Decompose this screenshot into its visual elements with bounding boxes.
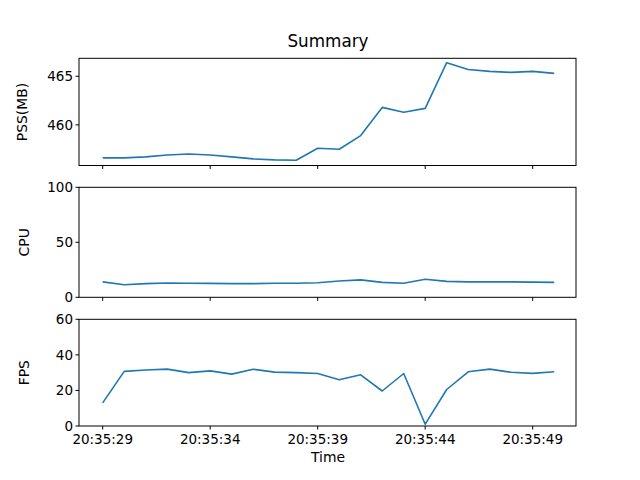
- subplot-fps: 60 40 20 0 FPS: [16, 311, 576, 434]
- x-axis-labels: 20:35:29 20:35:34 20:35:39 20:35:44 20:3…: [72, 431, 563, 465]
- fps-ytick-60: 60: [56, 311, 73, 327]
- matplotlib-figure: Summary 465 460 PSS(MB) 100 50 0 CPU 60 …: [0, 0, 640, 480]
- cpu-axes-frame: [79, 187, 576, 297]
- pss-ytick-460: 460: [47, 117, 73, 133]
- fps-ytick-20: 20: [56, 382, 73, 398]
- pss-ylabel: PSS(MB): [14, 83, 30, 141]
- cpu-ylabel: CPU: [16, 228, 32, 256]
- subplot-pss: 465 460 PSS(MB): [14, 58, 576, 169]
- summary-chart: Summary 465 460 PSS(MB) 100 50 0 CPU 60 …: [0, 0, 640, 480]
- xtick-20-35-44: 20:35:44: [395, 431, 456, 447]
- cpu-ytick-100: 100: [47, 179, 73, 195]
- cpu-line-series: [103, 279, 555, 285]
- fps-line-series: [103, 369, 555, 424]
- figure-title: Summary: [287, 31, 368, 51]
- pss-line-series: [103, 63, 555, 161]
- x-axis-title: Time: [310, 449, 345, 465]
- fps-ytick-40: 40: [56, 347, 73, 363]
- xtick-20-35-39: 20:35:39: [287, 431, 348, 447]
- fps-axes-frame: [79, 319, 576, 426]
- xtick-20-35-49: 20:35:49: [502, 431, 563, 447]
- fps-ylabel: FPS: [16, 360, 32, 385]
- cpu-ytick-0: 0: [64, 289, 73, 305]
- xtick-20-35-34: 20:35:34: [180, 431, 241, 447]
- xtick-20-35-29: 20:35:29: [72, 431, 133, 447]
- cpu-ytick-50: 50: [56, 234, 73, 250]
- subplot-cpu: 100 50 0 CPU: [16, 179, 576, 305]
- pss-ytick-465: 465: [47, 68, 73, 84]
